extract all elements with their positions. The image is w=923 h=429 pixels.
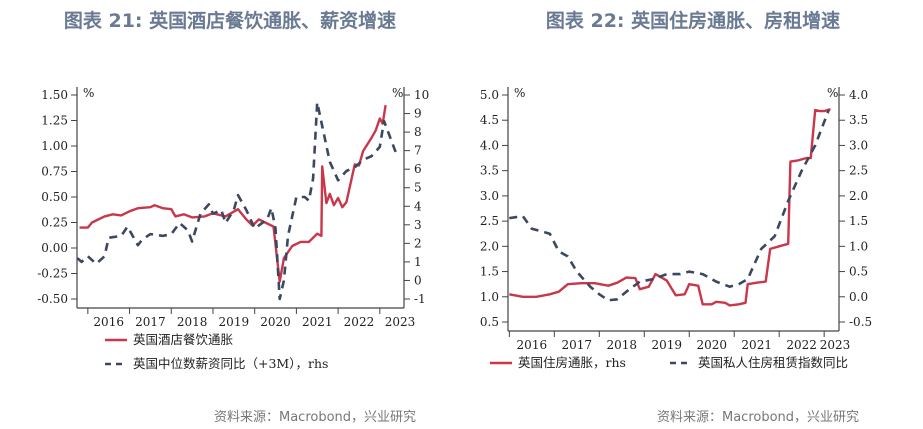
x-tick-label: 2020 — [696, 338, 727, 352]
x-tick-label: 2022 — [344, 315, 375, 329]
left-unit-label: % — [514, 86, 525, 100]
right-tick-label: 4 — [414, 199, 422, 213]
x-tick-label: 2019 — [651, 338, 682, 352]
right-tick-label: 2.5 — [849, 164, 868, 178]
left-tick-label: 4.5 — [480, 113, 499, 127]
chart-title-21: 图表 21: 英国酒店餐饮通胀、薪资增速 — [63, 10, 397, 32]
right-tick-label: 1.0 — [849, 239, 868, 253]
solid-series-line — [79, 105, 387, 283]
left-tick-label: -0.25 — [37, 267, 68, 281]
right-unit-label: % — [827, 86, 838, 100]
left-tick-label: 1.0 — [480, 290, 499, 304]
right-tick-label: 1.5 — [849, 214, 868, 228]
legend-label: 英国住房通胀，rhs — [518, 355, 626, 370]
legend-label: 英国中位数薪资同比（+3M），rhs — [133, 356, 328, 371]
right-tick-label: 10 — [414, 88, 429, 102]
left-tick-label: 3.5 — [480, 164, 499, 178]
solid-series-line — [509, 107, 831, 307]
left-tick-label: 0.25 — [41, 216, 68, 230]
right-tick-label: -1 — [414, 292, 426, 306]
x-tick-label: 2019 — [219, 315, 250, 329]
left-tick-label: 3.0 — [480, 189, 499, 203]
right-tick-label: 0.0 — [849, 290, 868, 304]
x-tick-label: 2023 — [385, 315, 416, 329]
left-tick-label: 1.5 — [480, 265, 499, 279]
x-tick-label: 2018 — [607, 338, 638, 352]
right-tick-label: 6 — [414, 162, 422, 176]
source-note-1: 资料来源：Macrobond，兴业研究 — [214, 410, 417, 425]
x-tick-label: 2018 — [177, 315, 208, 329]
dashed-series-line — [509, 109, 830, 302]
left-tick-label: 4.0 — [480, 138, 499, 152]
dashed-series-line — [76, 101, 398, 301]
legend-label: 英国私人住房租赁指数同比 — [698, 355, 848, 370]
left-tick-label: -0.50 — [37, 292, 68, 306]
right-tick-label: 3.0 — [849, 138, 868, 152]
right-tick-label: 4.0 — [849, 88, 868, 102]
right-tick-label: -0.5 — [849, 315, 872, 329]
right-tick-label: 2.0 — [849, 189, 868, 203]
right-tick-label: 9 — [414, 107, 422, 121]
x-tick-label: 2016 — [93, 315, 124, 329]
left-tick-label: 5.0 — [480, 88, 499, 102]
right-tick-label: 7 — [414, 144, 422, 158]
x-tick-label: 2017 — [135, 315, 166, 329]
right-tick-label: 3 — [414, 218, 422, 232]
x-tick-label: 2022 — [786, 338, 817, 352]
right-tick-label: 0 — [414, 273, 422, 287]
left-tick-label: 0.75 — [41, 165, 68, 179]
x-tick-label: 2017 — [562, 338, 593, 352]
legend-label: 英国酒店餐饮通胀 — [133, 332, 234, 347]
right-tick-label: 0.5 — [849, 265, 868, 279]
right-tick-label: 1 — [414, 255, 422, 269]
left-tick-label: 2.0 — [480, 239, 499, 253]
left-unit-label: % — [83, 86, 94, 100]
x-tick-label: 2016 — [517, 338, 548, 352]
right-tick-label: 2 — [414, 236, 422, 250]
x-tick-label: 2023 — [820, 338, 851, 352]
x-tick-label: 2021 — [302, 315, 333, 329]
x-tick-label: 2021 — [741, 338, 772, 352]
right-tick-label: 8 — [414, 125, 422, 139]
x-tick-label: 2020 — [260, 315, 291, 329]
left-tick-label: 1.50 — [41, 88, 68, 102]
source-note-2: 资料来源：Macrobond，兴业研究 — [657, 410, 860, 425]
chart-title-22: 图表 22: 英国住房通胀、房租增速 — [545, 10, 841, 32]
left-tick-label: 0.50 — [41, 190, 68, 204]
left-tick-label: 0.5 — [480, 315, 499, 329]
left-tick-label: 1.00 — [41, 139, 68, 153]
left-tick-label: 2.5 — [480, 214, 499, 228]
right-tick-label: 3.5 — [849, 113, 868, 127]
right-unit-label: % — [392, 86, 403, 100]
right-tick-label: 5 — [414, 181, 422, 195]
left-tick-label: 1.25 — [41, 114, 68, 128]
left-tick-label: 0.00 — [41, 241, 68, 255]
